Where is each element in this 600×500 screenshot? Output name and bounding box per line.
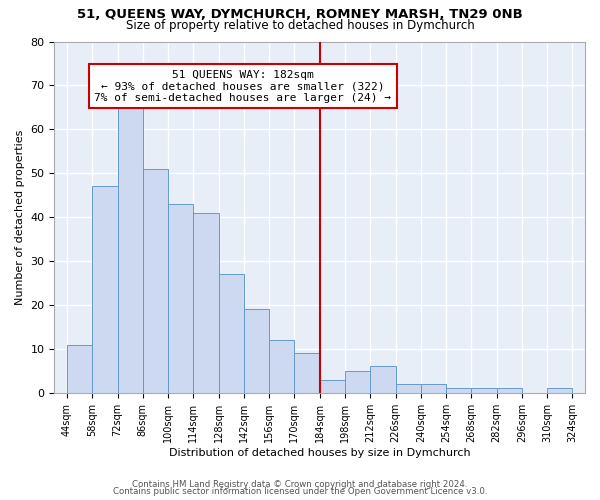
Bar (295, 354, 320, 393)
Bar (67, 344, 92, 393)
Y-axis label: Number of detached properties: Number of detached properties (15, 130, 25, 305)
Text: 51 QUEENS WAY: 182sqm
← 93% of detached houses are smaller (322)
7% of semi-deta: 51 QUEENS WAY: 182sqm ← 93% of detached … (94, 70, 391, 103)
Bar (269, 340, 295, 393)
Bar (320, 380, 345, 393)
Bar (244, 310, 269, 393)
Bar (143, 169, 168, 393)
Bar (472, 388, 497, 393)
Text: Size of property relative to detached houses in Dymchurch: Size of property relative to detached ho… (125, 18, 475, 32)
Bar (547, 388, 572, 393)
Bar (92, 186, 118, 393)
Bar (345, 371, 370, 393)
Bar (168, 204, 193, 393)
Bar (395, 384, 421, 393)
X-axis label: Distribution of detached houses by size in Dymchurch: Distribution of detached houses by size … (169, 448, 470, 458)
Bar (497, 388, 522, 393)
Bar (446, 388, 472, 393)
Bar (421, 384, 446, 393)
Bar (370, 366, 395, 393)
Text: 51, QUEENS WAY, DYMCHURCH, ROMNEY MARSH, TN29 0NB: 51, QUEENS WAY, DYMCHURCH, ROMNEY MARSH,… (77, 8, 523, 20)
Bar (218, 274, 244, 393)
Bar (193, 213, 218, 393)
Text: Contains HM Land Registry data © Crown copyright and database right 2024.: Contains HM Land Registry data © Crown c… (132, 480, 468, 489)
Text: Contains public sector information licensed under the Open Government Licence v3: Contains public sector information licen… (113, 487, 487, 496)
Bar (118, 108, 143, 393)
